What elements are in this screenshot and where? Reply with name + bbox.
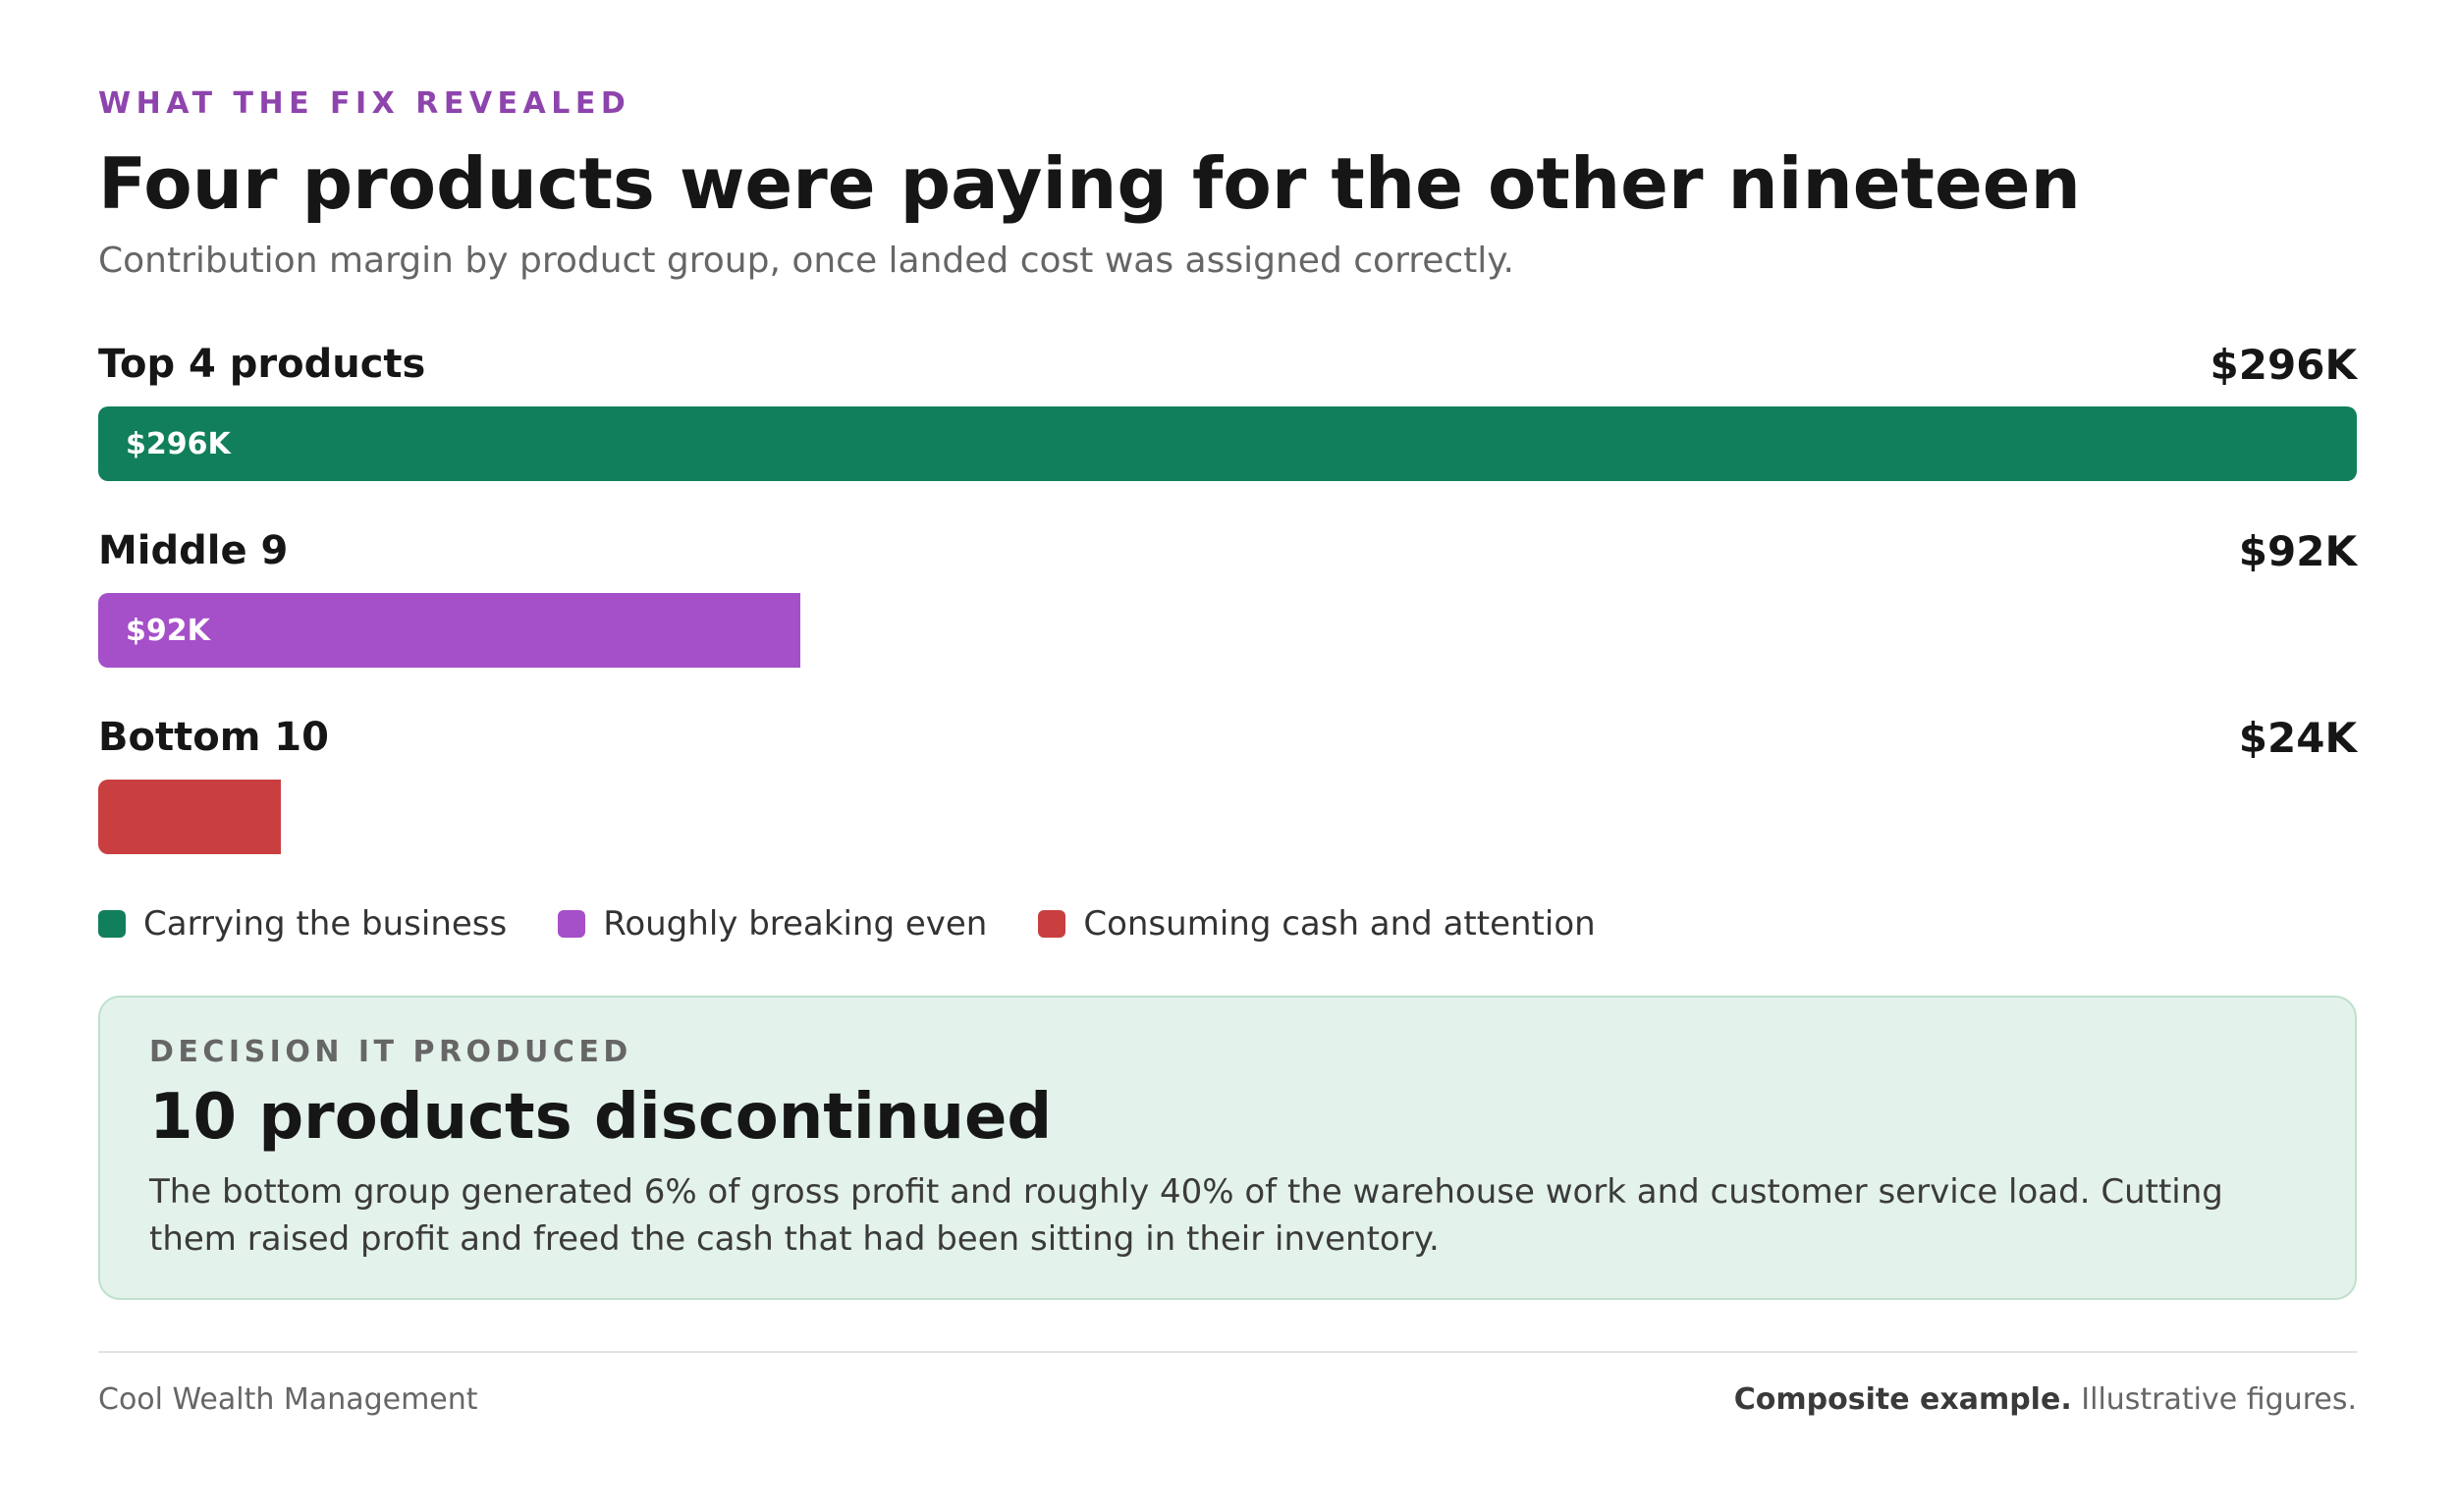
category-label: Middle 9 — [98, 528, 289, 573]
category-label: Top 4 products — [98, 342, 426, 387]
bar-track: $296K — [98, 406, 2357, 481]
bar-row: Middle 9 $92K $92K — [98, 526, 2357, 713]
legend-item: Consuming cash and attention — [1038, 904, 1596, 944]
legend-label: Carrying the business — [143, 904, 508, 944]
bar-row-header: Middle 9 $92K — [98, 526, 2357, 575]
bar-top-4-products: $296K — [98, 406, 2357, 481]
bar-data-label: $92K — [126, 613, 210, 648]
footer-note-bold: Composite example. — [1733, 1382, 2072, 1417]
bar-bottom-10 — [98, 780, 281, 854]
bar-row: Top 4 products $296K $296K — [98, 340, 2357, 526]
bar-row-header: Bottom 10 $24K — [98, 713, 2357, 762]
decision-callout: DECISION IT PRODUCED 10 products discont… — [98, 996, 2357, 1300]
bar-track — [98, 780, 2357, 854]
bar-data-label: $296K — [126, 426, 231, 461]
legend: Carrying the business Roughly breaking e… — [98, 899, 2357, 948]
chart-subtitle: Contribution margin by product group, on… — [98, 241, 1514, 281]
chart-eyebrow: WHAT THE FIX REVEALED — [98, 86, 631, 121]
footer-divider — [98, 1351, 2357, 1353]
footer: Cool Wealth Management Composite example… — [98, 1382, 2357, 1417]
value-label: $296K — [2210, 340, 2357, 389]
bar-track: $92K — [98, 593, 2357, 668]
legend-label: Consuming cash and attention — [1083, 904, 1596, 944]
footer-note-rest: Illustrative figures. — [2071, 1382, 2357, 1417]
bar-row: Bottom 10 $24K — [98, 713, 2357, 899]
category-label: Bottom 10 — [98, 715, 329, 760]
value-label: $92K — [2238, 526, 2357, 575]
bar-row-header: Top 4 products $296K — [98, 340, 2357, 389]
footer-brand: Cool Wealth Management — [98, 1382, 478, 1417]
bar-chart: Top 4 products $296K $296K Middle 9 $92K… — [98, 340, 2357, 948]
legend-item: Roughly breaking even — [558, 904, 987, 944]
decision-eyebrow: DECISION IT PRODUCED — [149, 1035, 632, 1069]
footer-note: Composite example. Illustrative figures. — [1734, 1382, 2357, 1417]
chart-title: Four products were paying for the other … — [98, 142, 2081, 225]
legend-label: Roughly breaking even — [603, 904, 988, 944]
value-label: $24K — [2238, 713, 2357, 762]
legend-swatch — [558, 910, 586, 938]
decision-body: The bottom group generated 6% of gross p… — [149, 1172, 2223, 1259]
legend-item: Carrying the business — [98, 904, 507, 944]
bar-middle-9: $92K — [98, 593, 800, 668]
legend-swatch — [1038, 910, 1066, 938]
decision-title: 10 products discontinued — [149, 1081, 1053, 1154]
legend-swatch — [98, 910, 126, 938]
